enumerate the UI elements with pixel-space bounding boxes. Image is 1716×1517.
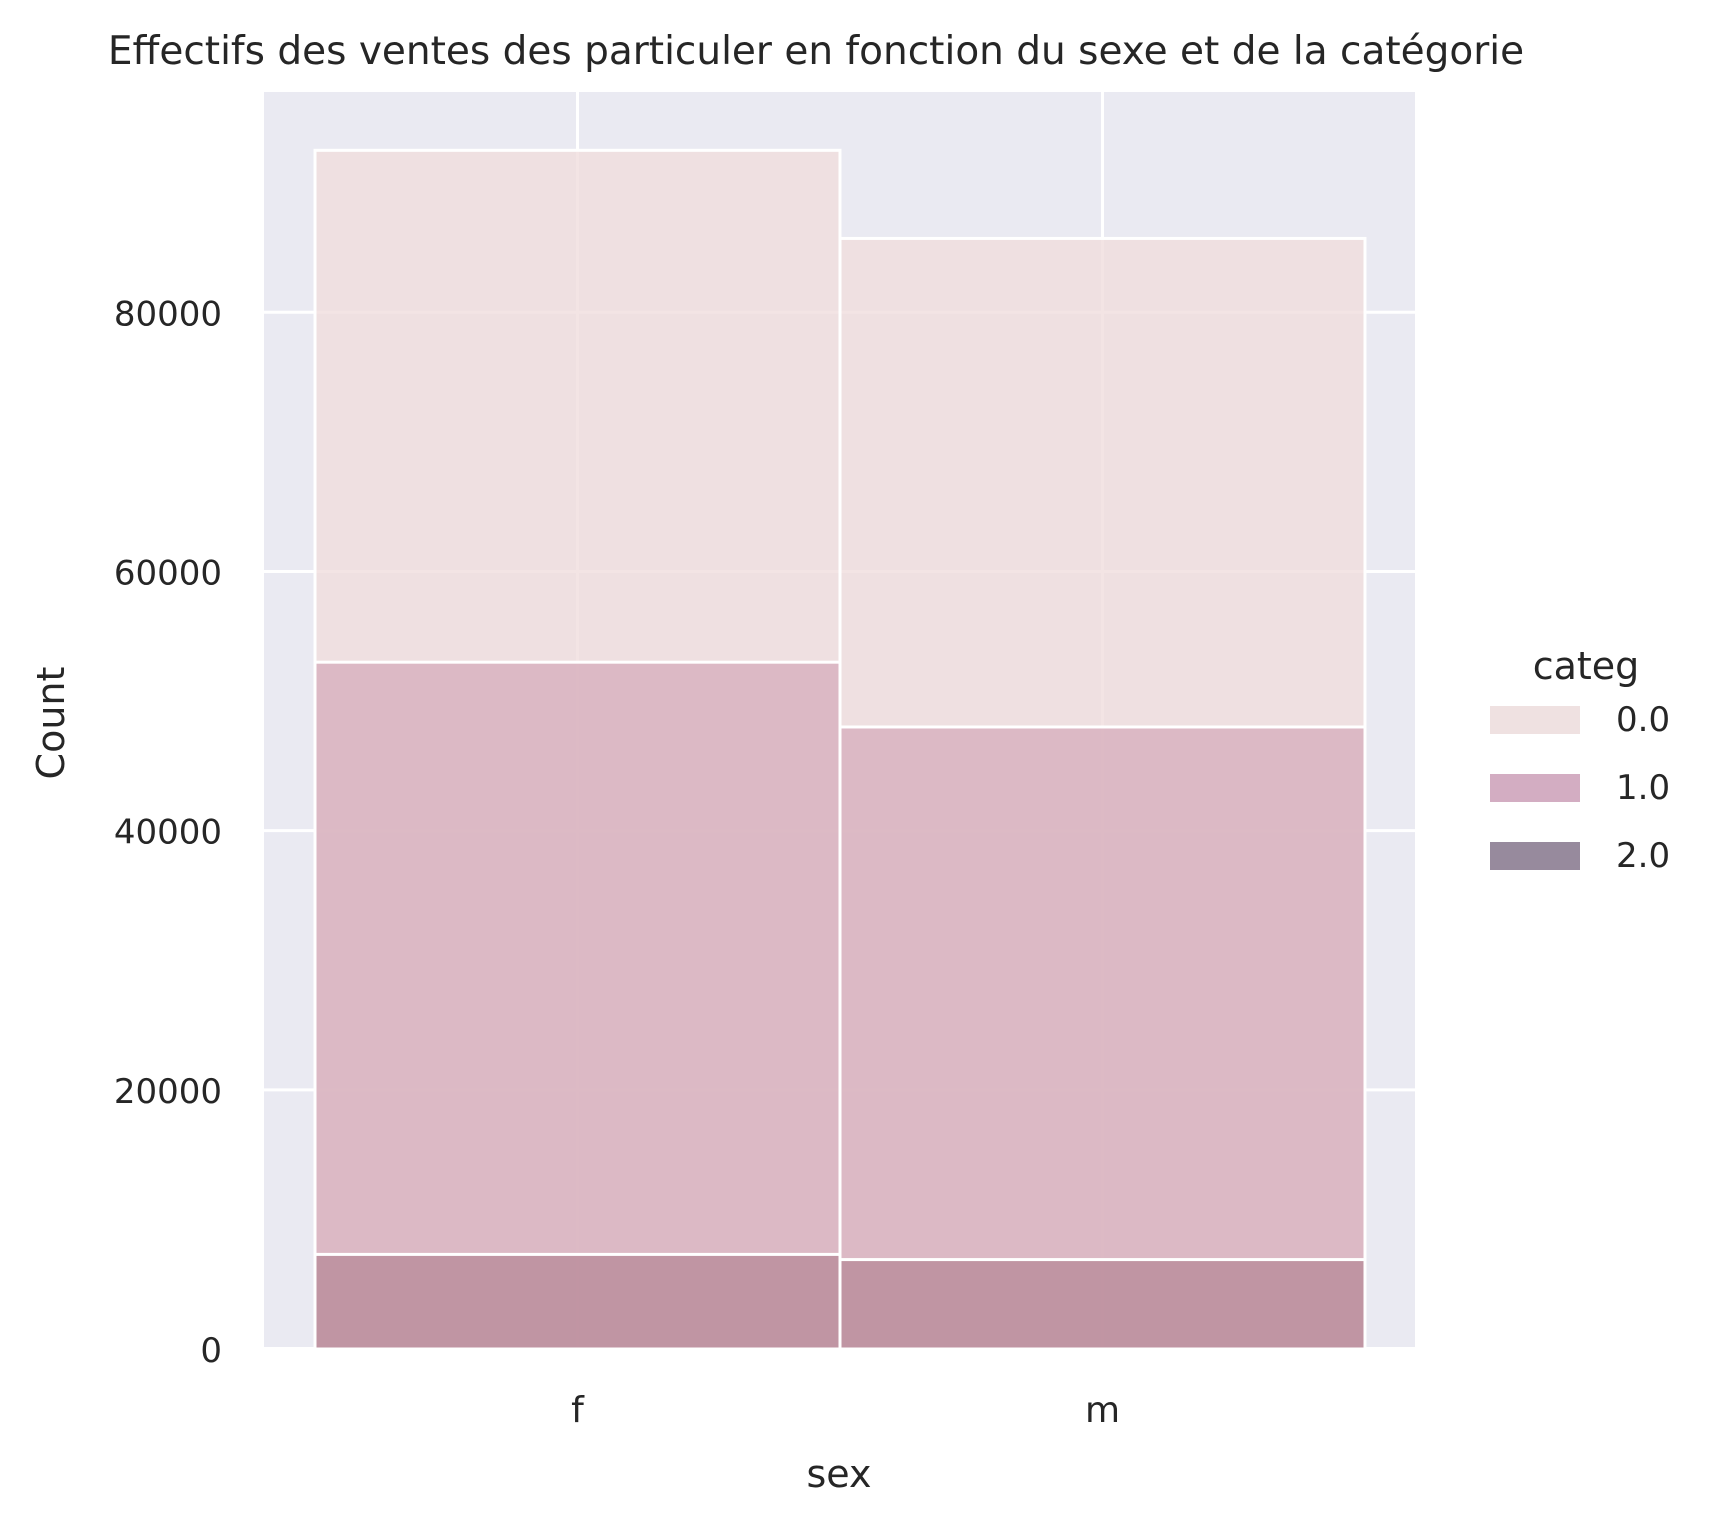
chart-title: Effectifs des ventes des particuler en f…: [108, 29, 1524, 74]
y-tick-label: 80000: [114, 294, 222, 334]
legend: categ 0.0 1.0 2.0: [1490, 644, 1670, 876]
bar-1.0-f: [315, 662, 840, 1349]
legend-label: 1.0: [1616, 768, 1670, 808]
legend-swatch-2.0: [1490, 842, 1580, 870]
legend-swatch-1.0: [1490, 774, 1580, 802]
legend-label: 2.0: [1616, 836, 1670, 876]
bar-1.0-m: [840, 727, 1365, 1349]
y-axis-ticks: 0 20000 40000 60000 80000: [114, 294, 222, 1371]
y-axis-label: Count: [29, 667, 73, 780]
legend-label: 0.0: [1616, 700, 1670, 740]
y-tick-label: 40000: [114, 813, 222, 853]
legend-title: categ: [1533, 644, 1640, 688]
y-tick-label: 20000: [114, 1072, 222, 1112]
x-tick-label: m: [1085, 1390, 1120, 1431]
bars: [315, 150, 1365, 1349]
y-tick-label: 0: [200, 1331, 222, 1371]
legend-swatch-0.0: [1490, 706, 1580, 734]
bar-2.0-f: [315, 1254, 840, 1349]
legend-items: 0.0 1.0 2.0: [1490, 700, 1670, 876]
x-tick-label: f: [571, 1390, 585, 1431]
bar-2.0-m: [840, 1260, 1365, 1349]
x-axis-label: sex: [807, 1452, 872, 1496]
y-tick-label: 60000: [114, 553, 222, 593]
